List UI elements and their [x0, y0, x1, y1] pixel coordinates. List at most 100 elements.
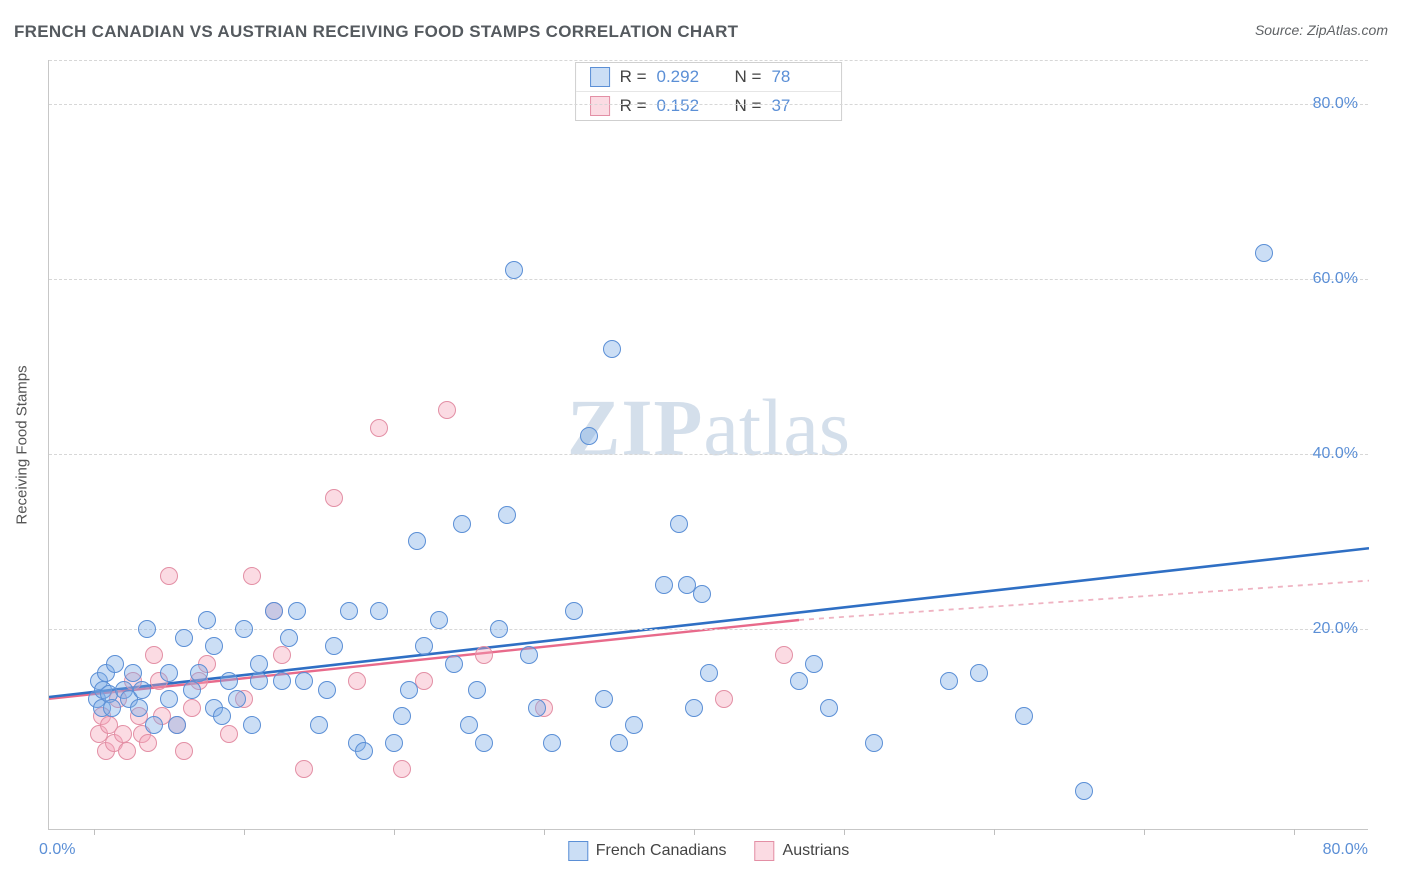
legend-swatch — [755, 841, 775, 861]
data-point — [138, 620, 156, 638]
x-tick — [394, 829, 395, 835]
x-tick — [1294, 829, 1295, 835]
data-point — [385, 734, 403, 752]
legend-item: French Canadians — [568, 841, 727, 861]
y-tick-label: 20.0% — [1313, 620, 1358, 638]
data-point — [400, 681, 418, 699]
legend-stat-row: R = 0.152N = 37 — [576, 91, 842, 120]
data-point — [243, 716, 261, 734]
data-point — [693, 585, 711, 603]
data-point — [790, 672, 808, 690]
x-axis-min-label: 0.0% — [39, 841, 75, 859]
data-point — [340, 602, 358, 620]
data-point — [235, 620, 253, 638]
legend-stat-row: R = 0.292 N = 78 — [576, 63, 842, 91]
x-tick — [994, 829, 995, 835]
plot-wrap: Receiving Food Stamps ZIPatlas R = 0.292… — [48, 60, 1368, 830]
data-point — [273, 672, 291, 690]
data-point — [393, 707, 411, 725]
data-point — [460, 716, 478, 734]
legend-swatch — [590, 96, 610, 116]
r-value: 0.292 — [657, 67, 713, 87]
data-point — [610, 734, 628, 752]
data-point — [295, 672, 313, 690]
data-point — [348, 672, 366, 690]
data-point — [603, 340, 621, 358]
data-point — [715, 690, 733, 708]
n-label: N = — [735, 96, 762, 116]
n-label: N = — [735, 67, 762, 87]
data-point — [243, 567, 261, 585]
data-point — [139, 734, 157, 752]
watermark-rest: atlas — [703, 385, 850, 473]
data-point — [595, 690, 613, 708]
data-point — [228, 690, 246, 708]
data-point — [685, 699, 703, 717]
trend-lines — [49, 60, 1369, 830]
gridline — [49, 454, 1368, 455]
data-point — [415, 637, 433, 655]
data-point — [655, 576, 673, 594]
y-axis-title: Receiving Food Stamps — [14, 365, 31, 524]
data-point — [190, 664, 208, 682]
data-point — [160, 664, 178, 682]
legend-swatch — [590, 67, 610, 87]
x-axis-max-label: 80.0% — [1323, 841, 1368, 859]
data-point — [805, 655, 823, 673]
chart-title: FRENCH CANADIAN VS AUSTRIAN RECEIVING FO… — [14, 22, 738, 42]
data-point — [940, 672, 958, 690]
x-tick — [1144, 829, 1145, 835]
trend-line — [799, 581, 1369, 620]
data-point — [565, 602, 583, 620]
data-point — [445, 655, 463, 673]
data-point — [1075, 782, 1093, 800]
r-label: R = — [620, 67, 647, 87]
data-point — [220, 672, 238, 690]
data-point — [145, 716, 163, 734]
y-tick-label: 40.0% — [1313, 445, 1358, 463]
data-point — [408, 532, 426, 550]
data-point — [183, 681, 201, 699]
gridline — [49, 60, 1368, 61]
n-value: 78 — [771, 67, 827, 87]
y-tick-label: 80.0% — [1313, 95, 1358, 113]
legend-item: Austrians — [755, 841, 850, 861]
data-point — [295, 760, 313, 778]
data-point — [370, 602, 388, 620]
legend-label: Austrians — [783, 842, 850, 860]
data-point — [1255, 244, 1273, 262]
data-point — [273, 646, 291, 664]
data-point — [250, 655, 268, 673]
gridline — [49, 279, 1368, 280]
data-point — [133, 681, 151, 699]
data-point — [625, 716, 643, 734]
data-point — [970, 664, 988, 682]
data-point — [438, 401, 456, 419]
data-point — [114, 725, 132, 743]
data-point — [106, 655, 124, 673]
data-point — [160, 567, 178, 585]
data-point — [205, 637, 223, 655]
data-point — [820, 699, 838, 717]
data-point — [124, 664, 142, 682]
x-tick — [244, 829, 245, 835]
data-point — [453, 515, 471, 533]
data-point — [250, 672, 268, 690]
r-value: 0.152 — [657, 96, 713, 116]
r-label: R = — [620, 96, 647, 116]
legend-swatch — [568, 841, 588, 861]
data-point — [520, 646, 538, 664]
data-point — [543, 734, 561, 752]
chart-container: FRENCH CANADIAN VS AUSTRIAN RECEIVING FO… — [0, 0, 1406, 892]
x-tick — [94, 829, 95, 835]
data-point — [318, 681, 336, 699]
data-point — [775, 646, 793, 664]
data-point — [580, 427, 598, 445]
data-point — [528, 699, 546, 717]
data-point — [325, 489, 343, 507]
data-point — [103, 699, 121, 717]
data-point — [198, 611, 216, 629]
data-point — [130, 699, 148, 717]
data-point — [175, 629, 193, 647]
data-point — [213, 707, 231, 725]
